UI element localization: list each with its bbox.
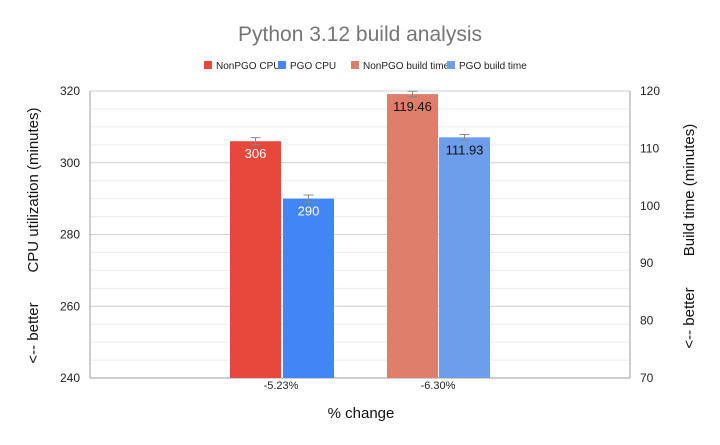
y-tick-label-left: 240 bbox=[60, 371, 80, 385]
bars: 306 290 119.46 111.93 bbox=[230, 90, 490, 378]
y-tick-label-right: 110 bbox=[640, 141, 659, 155]
x-tick-label: -6.30% bbox=[421, 380, 456, 392]
y-tick-label-right: 100 bbox=[640, 199, 660, 213]
y-tick-label-right: 90 bbox=[640, 256, 654, 270]
y-tick-label-left: 320 bbox=[60, 84, 80, 98]
legend-swatch bbox=[447, 61, 455, 69]
legend-label: NonPGO CPU bbox=[216, 61, 280, 72]
bar bbox=[387, 94, 438, 378]
y-axis-right-label: Build time (minutes) bbox=[681, 124, 698, 257]
data-label: 111.93 bbox=[446, 142, 484, 157]
y-tick-label-right: 70 bbox=[640, 371, 654, 385]
data-label: 119.46 bbox=[393, 99, 432, 114]
left-better-note: <-- better bbox=[25, 302, 42, 363]
y-tick-label-right: 120 bbox=[640, 84, 660, 98]
legend-label: PGO CPU bbox=[290, 61, 336, 72]
legend-label: PGO build time bbox=[459, 61, 527, 72]
y-tick-label-left: 260 bbox=[60, 299, 80, 313]
bar bbox=[283, 198, 334, 378]
x-tick-label: -5.23% bbox=[264, 380, 299, 392]
chart-title: Python 3.12 build analysis bbox=[238, 23, 482, 46]
legend-swatch bbox=[351, 61, 359, 69]
bar bbox=[439, 137, 490, 378]
y-tick-label-left: 300 bbox=[60, 156, 80, 170]
legend-swatch bbox=[278, 61, 286, 69]
bar bbox=[230, 141, 281, 378]
x-axis-label: % change bbox=[328, 405, 395, 422]
legend-swatch bbox=[204, 61, 212, 69]
data-label: 290 bbox=[298, 204, 320, 219]
data-label: 306 bbox=[245, 146, 267, 161]
tick-labels: 240 260 280 300 320 70 80 90 100 110 120 -5.23% -6.3… bbox=[60, 84, 660, 392]
y-tick-label-left: 280 bbox=[60, 228, 80, 242]
gridlines bbox=[89, 90, 631, 379]
legend: NonPGO CPU PGO CPU NonPGO build time PGO bu… bbox=[204, 61, 527, 72]
legend-label: NonPGO build time bbox=[363, 61, 450, 72]
y-axis-left-label: CPU utilization (minutes) bbox=[25, 107, 42, 272]
y-tick-label-right: 80 bbox=[640, 314, 654, 328]
right-better-note: <-- better bbox=[681, 287, 698, 348]
